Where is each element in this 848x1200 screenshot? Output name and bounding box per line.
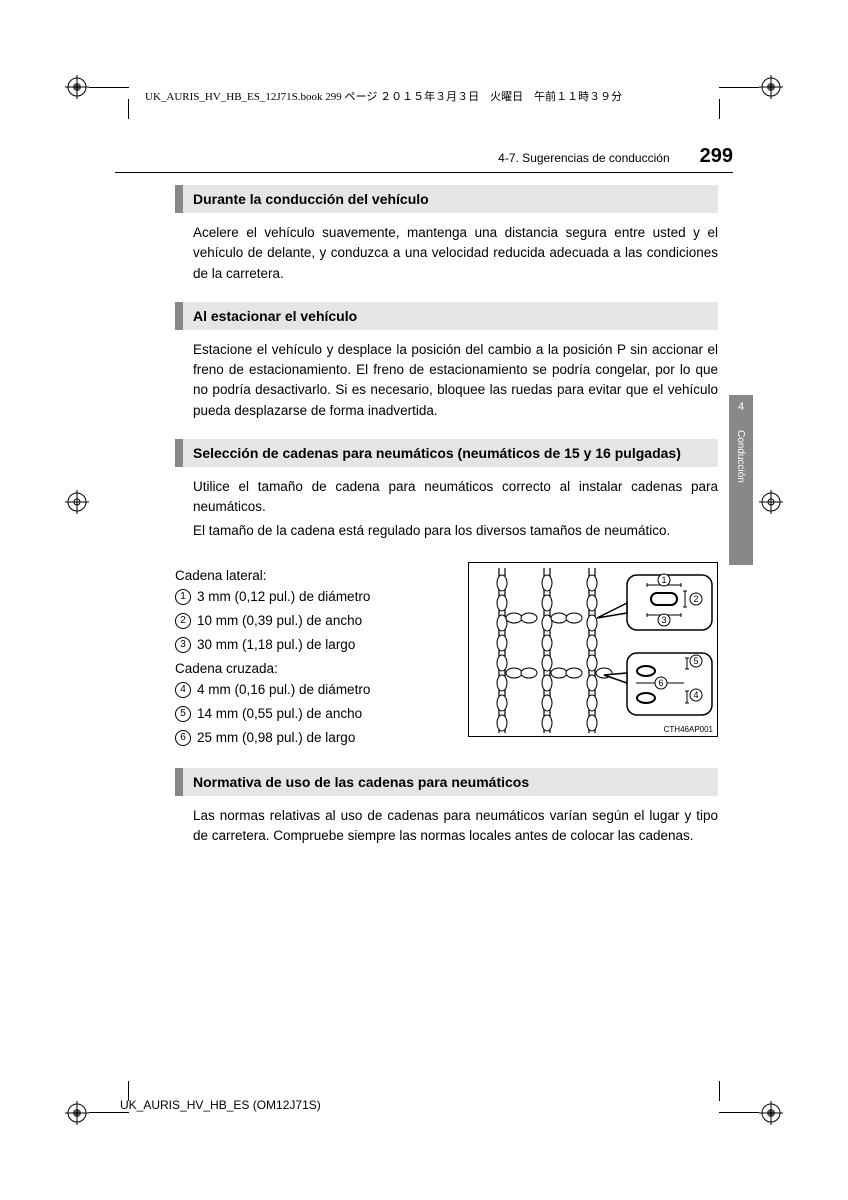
list-item: 5 14 mm (0,55 pul.) de ancho [175, 706, 453, 722]
list-item-text: 30 mm (1,18 pul.) de largo [197, 637, 355, 652]
crop-line [89, 1112, 129, 1113]
body-text: Utilice el tamaño de cadena para neumáti… [193, 477, 718, 518]
document-meta-text: UK_AURIS_HV_HB_ES_12J71S.book 299 ページ ２０… [145, 88, 622, 104]
svg-text:4: 4 [693, 690, 698, 700]
footer-code: UK_AURIS_HV_HB_ES (OM12J71S) [120, 1098, 321, 1112]
svg-text:3: 3 [661, 615, 666, 625]
list-item-text: 3 mm (0,12 pul.) de diámetro [197, 589, 370, 604]
crop-mark-icon [759, 490, 783, 514]
crop-line [719, 99, 720, 119]
section-heading: Durante la conducción del vehículo [175, 185, 718, 213]
figure-code: CTH46AP001 [664, 725, 713, 734]
page-content: Durante la conducción del vehículo Acele… [175, 185, 718, 864]
number-badge: 6 [175, 730, 191, 746]
crop-line [719, 1112, 759, 1113]
chapter-number: 4 [729, 395, 753, 413]
crop-mark-icon [65, 490, 89, 514]
body-text: Acelere el vehículo suavemente, mantenga… [193, 223, 718, 284]
crop-mark-icon [759, 1101, 783, 1125]
section-heading: Selección de cadenas para neumáticos (ne… [175, 439, 718, 467]
list-subheading: Cadena lateral: [175, 568, 453, 583]
list-item: 2 10 mm (0,39 pul.) de ancho [175, 613, 453, 629]
crop-mark-icon [65, 1101, 89, 1125]
number-badge: 1 [175, 589, 191, 605]
list-item: 6 25 mm (0,98 pul.) de largo [175, 730, 453, 746]
svg-text:6: 6 [658, 678, 663, 688]
svg-text:1: 1 [661, 575, 666, 585]
number-badge: 3 [175, 637, 191, 653]
list-item: 1 3 mm (0,12 pul.) de diámetro [175, 589, 453, 605]
section-heading: Normativa de uso de las cadenas para neu… [175, 768, 718, 796]
list-item-text: 25 mm (0,98 pul.) de largo [197, 730, 355, 745]
crop-line [128, 99, 129, 119]
list-item-text: 14 mm (0,55 pul.) de ancho [197, 706, 362, 721]
body-text: El tamaño de la cadena está regulado par… [193, 521, 718, 541]
list-item-text: 4 mm (0,16 pul.) de diámetro [197, 682, 370, 697]
crop-line [719, 87, 759, 88]
svg-text:2: 2 [693, 594, 698, 604]
svg-text:5: 5 [693, 656, 698, 666]
page-header: 4-7. Sugerencias de conducción 299 [115, 145, 733, 173]
number-badge: 5 [175, 706, 191, 722]
chapter-tab: 4 Conducción [729, 395, 753, 565]
list-item-text: 10 mm (0,39 pul.) de ancho [197, 613, 362, 628]
crop-line [89, 87, 129, 88]
list-item: 3 30 mm (1,18 pul.) de largo [175, 637, 453, 653]
body-text: Las normas relativas al uso de cadenas p… [193, 806, 718, 847]
section-label: 4-7. Sugerencias de conducción [498, 151, 669, 165]
number-badge: 2 [175, 613, 191, 629]
list-subheading: Cadena cruzada: [175, 661, 453, 676]
section-heading: Al estacionar el vehículo [175, 302, 718, 330]
crop-line [719, 1081, 720, 1101]
crop-mark-icon [65, 75, 89, 99]
crop-mark-icon [759, 75, 783, 99]
number-badge: 4 [175, 682, 191, 698]
page-number: 299 [700, 145, 733, 168]
chain-diagram: 1 2 3 5 4 6 CTH46AP001 [468, 562, 718, 737]
list-item: 4 4 mm (0,16 pul.) de diámetro [175, 682, 453, 698]
body-text: Estacione el vehículo y desplace la posi… [193, 340, 718, 421]
chapter-title: Conducción [735, 430, 746, 483]
